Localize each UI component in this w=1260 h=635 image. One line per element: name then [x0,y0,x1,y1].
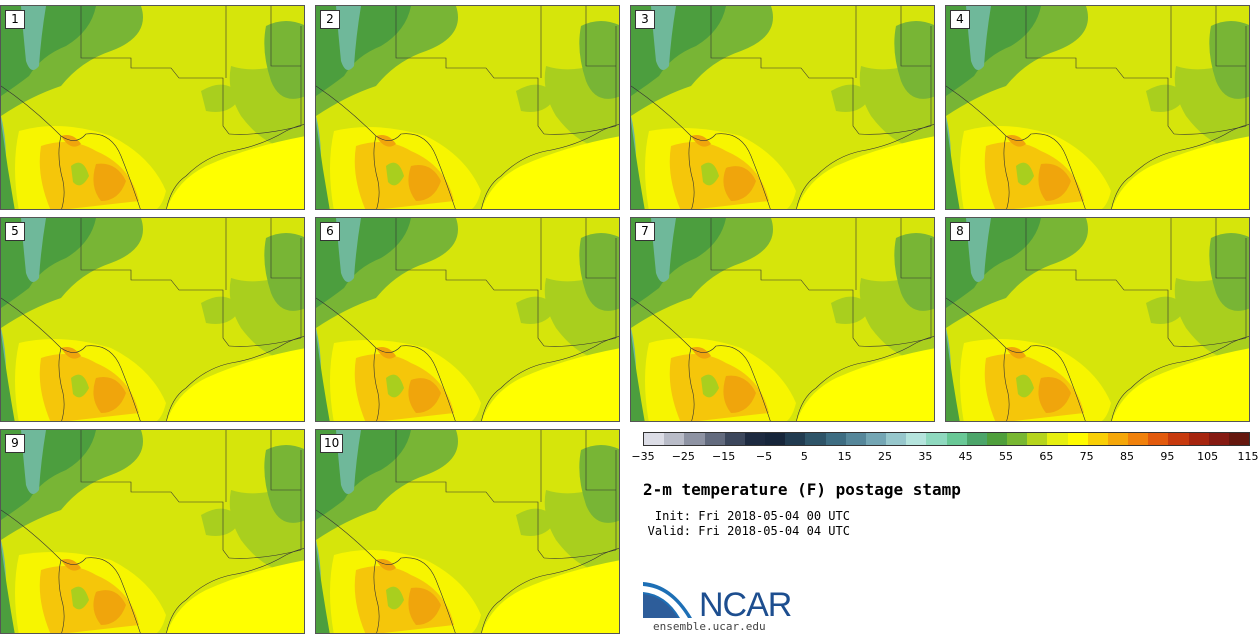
colorbar-swatch [744,433,766,445]
colorbar-tick-label: 75 [1079,450,1094,463]
ensemble-member-panel[interactable]: 2 [315,5,620,210]
colorbar-swatch [644,433,665,445]
colorbar-swatch [906,433,927,445]
temperature-map [1,430,304,633]
temperature-map [1,6,304,209]
init-time: Init: Fri 2018-05-04 00 UTC [643,509,850,523]
member-number-label: 10 [320,434,344,453]
temperature-map [631,6,934,209]
colorbar-swatch [1087,433,1108,445]
valid-time: Valid: Fri 2018-05-04 04 UTC [643,524,850,538]
colorbar-swatch [1168,433,1189,445]
colorbar-tick-label: −15 [712,450,736,463]
colorbar-swatch [724,433,745,445]
colorbar-tick-label: 115 [1237,450,1259,463]
member-number-label: 5 [5,222,25,241]
colorbar-swatch [886,433,907,445]
colorbar-swatch [946,433,967,445]
colorbar-swatch [1128,433,1149,445]
colorbar-tick-label: −5 [755,450,773,463]
colorbar-tick-labels: −35 −25 −15 −5 5 15 25 35 45 55 65 75 85 95 105 115 [631,450,1258,466]
colorbar-swatch [684,433,705,445]
colorbar-swatch [1188,433,1209,445]
colorbar-tick-label: 5 [800,450,808,463]
colorbar-tick-label: 65 [1039,450,1054,463]
colorbar-tick-label: 55 [999,450,1013,463]
temperature-map [946,6,1249,209]
member-number-label: 4 [950,10,970,29]
colorbar-swatch [825,433,846,445]
temperature-colorbar [643,432,1250,446]
temperature-map [316,6,619,209]
colorbar-swatch [1007,433,1028,445]
ensemble-member-panel[interactable]: 5 [0,217,305,422]
temperature-map [1,218,304,421]
colorbar-tick-label: 25 [878,450,892,463]
colorbar-swatch [785,433,806,445]
ensemble-member-panel[interactable]: 1 [0,5,305,210]
init-label: Init: [654,509,691,523]
colorbar-swatch [986,433,1008,445]
ensemble-member-panel[interactable]: 10 [315,429,620,634]
member-number-label: 2 [320,10,340,29]
ensemble-member-panel[interactable]: 4 [945,5,1250,210]
colorbar-swatch [845,433,866,445]
colorbar-tick-label: 105 [1197,450,1219,463]
colorbar-swatch [1107,433,1129,445]
figure-title: 2-m temperature (F) postage stamp [643,480,961,499]
colorbar-swatch [765,433,786,445]
colorbar-swatch [805,433,826,445]
member-number-label: 1 [5,10,25,29]
colorbar-swatch [1148,433,1169,445]
member-number-label: 9 [5,434,25,453]
colorbar-tick-label: −25 [671,450,695,463]
colorbar-tick-label: 95 [1160,450,1175,463]
colorbar-swatch [1047,433,1068,445]
ncar-logo-icon [643,582,692,618]
init-value: Fri 2018-05-04 00 UTC [698,509,850,523]
colorbar-swatch [1208,433,1229,445]
colorbar-swatch [1228,433,1250,445]
member-number-label: 7 [635,222,655,241]
colorbar-tick-label: −35 [631,450,655,463]
colorbar-swatch [1027,433,1048,445]
temperature-map [316,430,619,633]
member-number-label: 6 [320,222,340,241]
ensemble-member-panel[interactable]: 6 [315,217,620,422]
colorbar-tick-label: 35 [918,450,933,463]
colorbar-swatch [926,433,947,445]
ensemble-member-panel[interactable]: 8 [945,217,1250,422]
ensemble-member-panel[interactable]: 7 [630,217,935,422]
ensemble-member-panel[interactable]: 9 [0,429,305,634]
temperature-map [316,218,619,421]
ensemble-url[interactable]: ensemble.ucar.edu [653,620,766,633]
colorbar-swatch [1067,433,1088,445]
temperature-map [946,218,1249,421]
colorbar-swatch [664,433,685,445]
colorbar-swatch [966,433,987,445]
colorbar-tick-label: 85 [1120,450,1134,463]
temperature-map [631,218,934,421]
member-number-label: 8 [950,222,970,241]
valid-label: Valid: [647,524,691,538]
colorbar-tick-label: 45 [958,450,973,463]
ncar-logo-text: NCAR [699,586,792,624]
member-number-label: 3 [635,10,655,29]
ensemble-member-panel[interactable]: 3 [630,5,935,210]
colorbar-swatch [704,433,725,445]
colorbar-tick-label: 15 [837,450,852,463]
valid-value: Fri 2018-05-04 04 UTC [698,524,850,538]
colorbar-swatch [865,433,887,445]
